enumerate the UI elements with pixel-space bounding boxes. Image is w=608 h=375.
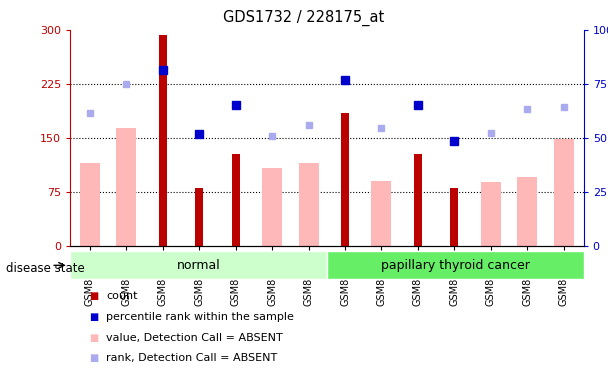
Text: papillary thyroid cancer: papillary thyroid cancer [381, 259, 530, 272]
Bar [517, 177, 537, 246]
Text: value, Detection Call = ABSENT: value, Detection Call = ABSENT [106, 333, 283, 342]
Text: GDS1732 / 228175_at: GDS1732 / 228175_at [223, 9, 385, 26]
Bar [262, 168, 282, 246]
Bar [195, 188, 203, 246]
Bar [554, 139, 574, 246]
Text: ■: ■ [89, 312, 99, 322]
Text: ■: ■ [89, 333, 99, 342]
Text: rank, Detection Call = ABSENT: rank, Detection Call = ABSENT [106, 353, 278, 363]
Bar [371, 181, 392, 246]
Bar [232, 154, 240, 246]
Bar [299, 163, 319, 246]
Bar [327, 251, 584, 279]
Bar [70, 251, 327, 279]
Bar [80, 163, 100, 246]
Bar [159, 35, 167, 246]
Bar [341, 112, 349, 246]
Text: percentile rank within the sample: percentile rank within the sample [106, 312, 294, 322]
Bar [451, 188, 458, 246]
Text: ■: ■ [89, 291, 99, 301]
Bar [481, 182, 501, 246]
Text: ■: ■ [89, 353, 99, 363]
Text: normal: normal [176, 259, 220, 272]
Bar [414, 154, 422, 246]
Text: disease state: disease state [6, 262, 85, 274]
Text: count: count [106, 291, 138, 301]
Bar [116, 129, 136, 246]
